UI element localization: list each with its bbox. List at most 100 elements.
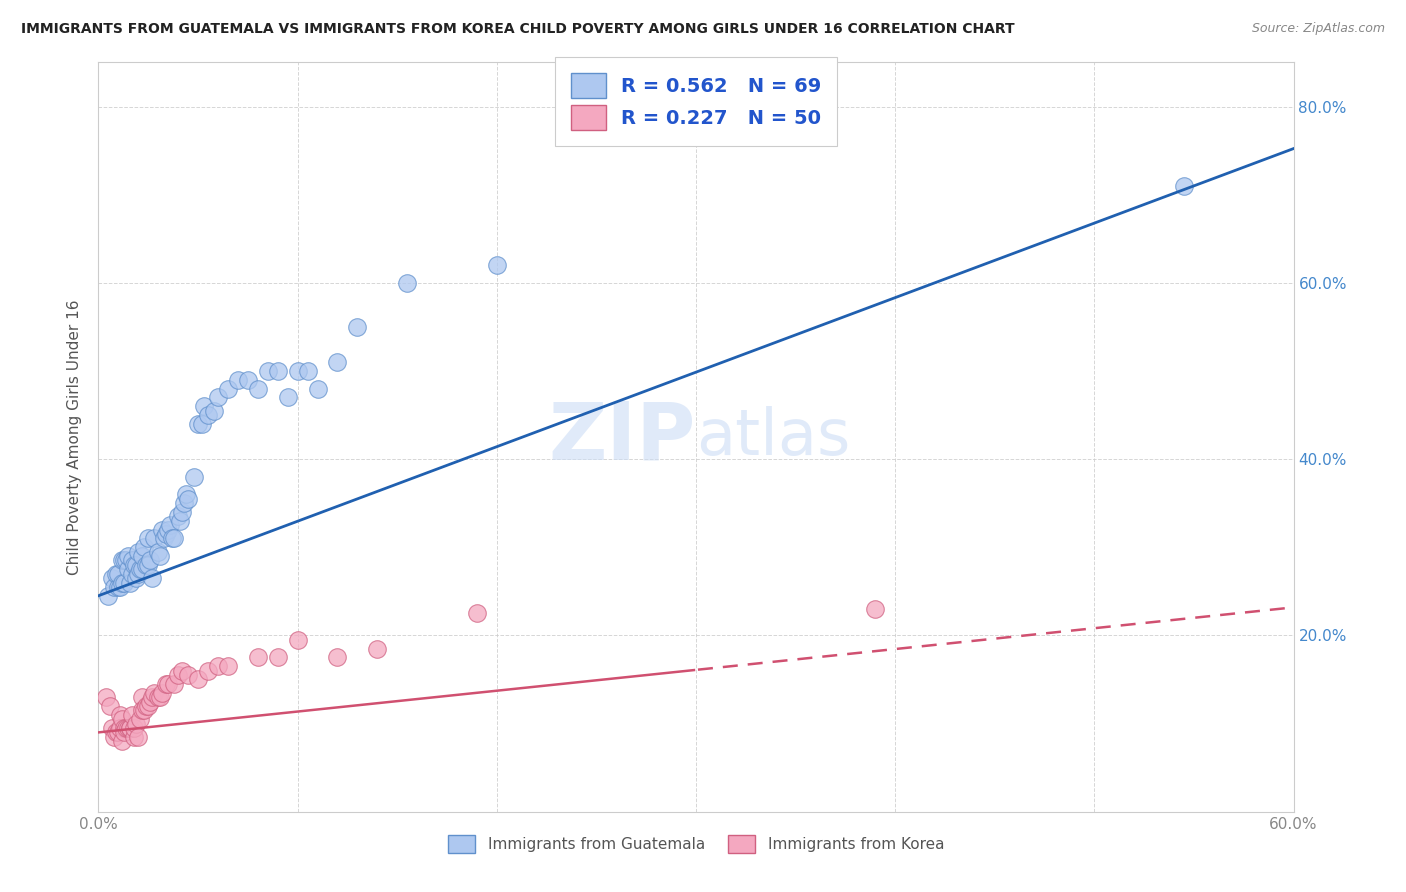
Point <box>111 553 134 567</box>
Point <box>139 553 162 567</box>
Point <box>160 532 183 546</box>
Point <box>136 532 159 546</box>
Point <box>125 558 148 572</box>
Point <box>169 514 191 528</box>
Point <box>256 364 278 378</box>
Point <box>127 730 149 744</box>
Point <box>173 496 195 510</box>
Point <box>307 382 329 396</box>
Point <box>125 571 148 585</box>
Point <box>107 566 129 581</box>
Point <box>326 355 349 369</box>
Point <box>396 276 419 290</box>
Point <box>124 558 146 572</box>
Point <box>101 571 124 585</box>
Point <box>485 258 508 272</box>
Point <box>134 703 156 717</box>
Point <box>107 725 129 739</box>
Legend: Immigrants from Guatemala, Immigrants from Korea: Immigrants from Guatemala, Immigrants fr… <box>440 828 952 860</box>
Point <box>143 532 166 546</box>
Point <box>865 602 887 616</box>
Point <box>157 523 180 537</box>
Point <box>112 553 135 567</box>
Point <box>217 382 239 396</box>
Point <box>141 571 163 585</box>
Point <box>124 721 146 735</box>
Point <box>112 725 135 739</box>
Point <box>112 721 135 735</box>
Point <box>111 734 134 748</box>
Point <box>117 721 139 735</box>
Point <box>136 558 159 572</box>
Point <box>111 712 134 726</box>
Point <box>121 707 143 722</box>
Point <box>207 391 229 405</box>
Point <box>143 686 166 700</box>
Point <box>125 716 148 731</box>
Point <box>121 553 143 567</box>
Point <box>115 553 138 567</box>
Point <box>120 721 142 735</box>
Point <box>197 664 219 678</box>
Text: atlas: atlas <box>696 406 851 468</box>
Point <box>131 690 153 705</box>
Point <box>101 721 124 735</box>
Point <box>287 632 309 647</box>
Point <box>326 650 349 665</box>
Point <box>226 373 249 387</box>
Point <box>136 698 159 713</box>
Point <box>105 725 128 739</box>
Y-axis label: Child Poverty Among Girls Under 16: Child Poverty Among Girls Under 16 <box>67 300 83 574</box>
Point <box>110 580 132 594</box>
Point <box>103 730 125 744</box>
Point <box>148 690 170 705</box>
Point <box>97 589 120 603</box>
Point <box>172 505 194 519</box>
Point <box>155 527 177 541</box>
Point <box>207 659 229 673</box>
Point <box>163 532 186 546</box>
Point <box>121 566 143 581</box>
Point <box>112 575 135 590</box>
Point <box>157 677 180 691</box>
Point <box>183 469 205 483</box>
Point <box>150 523 173 537</box>
Point <box>129 712 152 726</box>
Text: Source: ZipAtlas.com: Source: ZipAtlas.com <box>1251 22 1385 36</box>
Point <box>167 668 190 682</box>
Point <box>105 566 128 581</box>
Point <box>246 650 269 665</box>
Point <box>277 391 299 405</box>
Point <box>465 607 488 621</box>
Point <box>120 721 142 735</box>
Text: ZIP: ZIP <box>548 398 696 476</box>
Point <box>217 659 239 673</box>
Point <box>135 558 157 572</box>
Point <box>187 673 209 687</box>
Point <box>115 721 138 735</box>
Point <box>193 399 215 413</box>
Point <box>131 549 153 563</box>
Point <box>134 541 156 555</box>
Point <box>172 664 194 678</box>
Point <box>107 580 129 594</box>
Point <box>120 575 142 590</box>
Point <box>167 509 190 524</box>
Point <box>159 518 181 533</box>
Point <box>153 532 176 546</box>
Point <box>1173 178 1195 193</box>
Point <box>131 703 153 717</box>
Point <box>110 707 132 722</box>
Point <box>139 694 162 708</box>
Point <box>149 690 172 705</box>
Point <box>155 677 177 691</box>
Point <box>163 677 186 691</box>
Point <box>149 549 172 563</box>
Point <box>96 690 118 705</box>
Point <box>366 641 388 656</box>
Point <box>174 487 197 501</box>
Point <box>131 562 153 576</box>
Point <box>197 408 219 422</box>
Point <box>187 417 209 431</box>
Point <box>129 562 152 576</box>
